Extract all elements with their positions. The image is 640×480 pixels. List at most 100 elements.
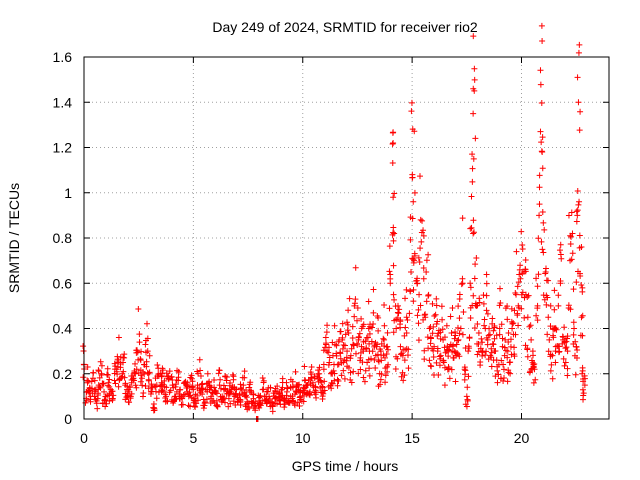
data-point: [410, 189, 418, 305]
data-point: [538, 37, 546, 172]
data-point: [465, 334, 473, 380]
data-point: [115, 334, 123, 390]
data-point: [539, 208, 548, 299]
data-point: [213, 390, 221, 410]
data-point: [233, 386, 241, 406]
data-point: [537, 22, 545, 245]
data-point: [524, 292, 532, 360]
data-point: [200, 396, 209, 412]
y-tick-label: 0.8: [53, 230, 73, 246]
data-point: [279, 375, 287, 403]
data-point: [250, 399, 259, 414]
y-tick-label: 1.2: [53, 140, 73, 156]
data-point: [170, 384, 178, 406]
data-point: [495, 285, 504, 368]
data-point: [101, 393, 110, 410]
x-tick-label: 15: [404, 430, 420, 446]
data-point: [389, 160, 398, 244]
data-point: [296, 387, 304, 409]
data-point: [419, 217, 427, 323]
data-point: [576, 232, 585, 289]
data-point: [447, 305, 456, 373]
data-point: [334, 338, 342, 389]
data-point: [474, 302, 482, 358]
data-point: [502, 303, 511, 361]
data-point: [384, 329, 392, 375]
data-point: [561, 338, 570, 369]
data-point: [174, 367, 183, 397]
data-point: [513, 248, 522, 329]
data-point: [563, 333, 571, 379]
data-point: [145, 352, 153, 392]
data-point: [577, 284, 586, 339]
data-point: [432, 295, 441, 366]
plot-frame: [83, 56, 610, 420]
data-point: [493, 332, 502, 386]
data-point: [137, 348, 145, 385]
data-point: [163, 370, 171, 405]
data-point: [381, 343, 390, 386]
data-point: [543, 277, 552, 355]
data-point: [530, 361, 539, 386]
data-point: [272, 383, 281, 407]
data-point: [347, 345, 355, 386]
data-point: [565, 212, 574, 313]
data-point: [497, 321, 506, 382]
data-points: [80, 22, 588, 422]
data-point: [331, 322, 340, 377]
data-point: [567, 209, 576, 263]
y-tick-label: 0.2: [53, 366, 73, 382]
data-point: [401, 286, 410, 364]
data-point: [572, 338, 581, 378]
y-axis-label: SRMTID / TECUs: [6, 183, 22, 293]
data-point: [483, 271, 490, 355]
data-point: [294, 381, 303, 406]
data-point: [187, 372, 195, 401]
data-point: [108, 388, 117, 404]
data-point: [242, 386, 250, 410]
data-point: [574, 41, 583, 214]
data-point: [95, 367, 103, 393]
x-axis-ticks: 0 5 10 15 20: [80, 57, 529, 446]
data-point: [150, 400, 158, 414]
data-point: [134, 306, 143, 377]
data-point: [468, 151, 477, 309]
data-point: [469, 33, 478, 224]
data-point: [475, 295, 484, 369]
data-point: [380, 302, 388, 359]
y-tick-label: 0.4: [53, 321, 73, 337]
data-point: [322, 322, 331, 355]
data-point: [152, 375, 160, 402]
data-point: [506, 336, 515, 377]
x-tick-label: 20: [514, 430, 530, 446]
data-point: [528, 348, 537, 372]
data-point: [194, 368, 202, 404]
data-point: [316, 364, 325, 396]
data-point: [556, 241, 565, 287]
data-point: [555, 292, 563, 356]
data-point: [305, 376, 314, 399]
data-point: [467, 224, 475, 321]
data-point: [325, 344, 333, 390]
data-point: [413, 275, 421, 319]
data-point: [478, 335, 486, 359]
data-point: [456, 291, 464, 360]
data-point: [344, 295, 353, 371]
data-point: [312, 383, 320, 401]
data-point: [500, 344, 508, 385]
x-tick-label: 5: [189, 430, 197, 446]
data-point: [319, 383, 327, 403]
data-point: [329, 339, 338, 387]
data-point: [353, 304, 362, 377]
data-point: [158, 365, 166, 394]
data-point: [389, 129, 397, 236]
data-point: [338, 320, 346, 379]
data-point: [440, 334, 449, 389]
data-point: [423, 251, 432, 352]
data-point: [86, 384, 94, 405]
y-tick-label: 0: [64, 411, 72, 427]
data-point: [403, 317, 412, 372]
y-tick-label: 0.6: [53, 275, 73, 291]
data-point: [504, 329, 512, 385]
data-point: [377, 340, 385, 383]
